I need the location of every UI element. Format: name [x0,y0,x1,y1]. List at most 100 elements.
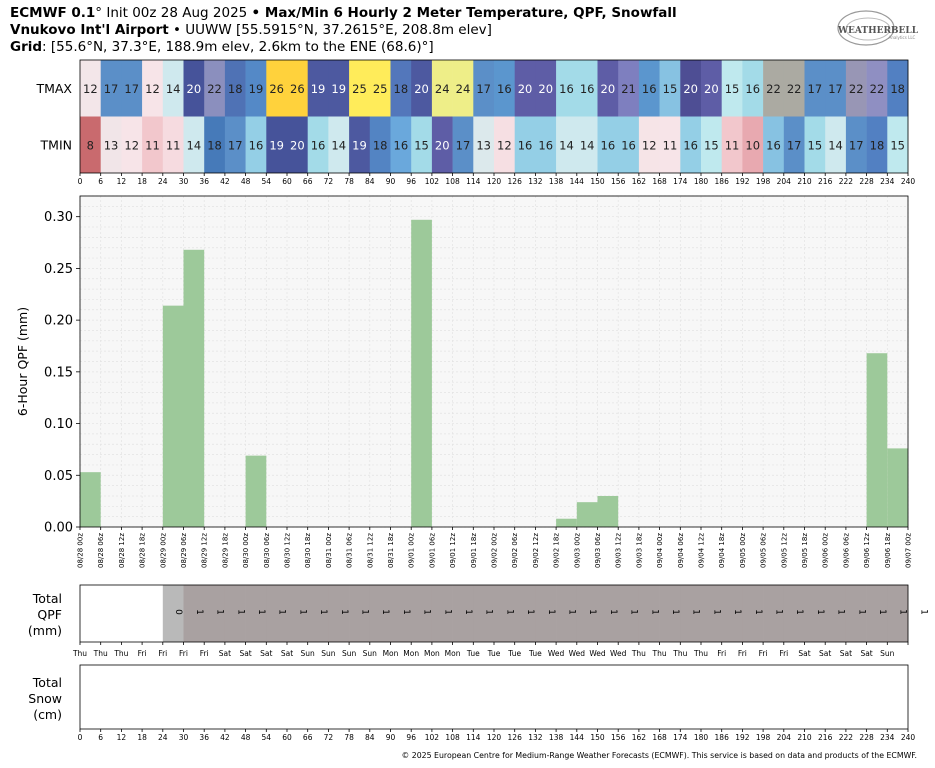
x-tick-label: 168 [652,733,667,742]
y-tick-label: 0.25 [44,262,73,277]
day-label: Fri [738,649,747,658]
total-qpf-cell [204,585,226,642]
heatmap-value-tmax: 20 [538,82,553,96]
logo-graphic: WEATHERBELL Analytics LLC [837,10,919,46]
total-qpf-value: 1 [836,609,846,615]
grid-label: Grid [10,39,43,55]
heatmap-cell-tmin [287,116,308,173]
x-tick-label: 162 [632,733,647,742]
qpf-bar [556,518,577,527]
x-tick-label: 66 [303,733,313,742]
heatmap-value-tmin: 13 [476,138,491,152]
x-tick-label: 192 [735,177,750,186]
qpf-x-tick-label: 08/29 12z [201,533,209,568]
day-label: Fri [717,649,726,658]
heatmap-cell-tmax [514,60,536,117]
heatmap-value-tmax: 22 [766,82,781,96]
day-label: Thu [652,649,667,658]
station-name: Vnukovo Int'l Airport [10,22,169,38]
x-tick-label: 114 [466,733,481,742]
day-label: Sun [301,649,316,658]
qpf-x-tick-label: 09/04 12z [698,533,706,568]
day-label: Wed [610,649,627,658]
x-tick-label: 174 [673,177,688,186]
x-tick-label: 96 [406,177,416,186]
total-qpf-cell [473,585,495,642]
total-qpf-value: 1 [649,609,659,615]
x-tick-label: 162 [632,177,647,186]
day-label: Fri [779,649,788,658]
heatmap-cell-tmin [701,116,722,173]
qpf-x-tick-label: 09/06 00z [822,533,830,568]
heatmap-cell-tmin [80,116,101,173]
heatmap-cell-tmax [887,60,909,117]
x-tick-label: 12 [117,177,127,186]
total-qpf-cell [494,585,515,642]
heatmap-cell-tmin [452,116,474,173]
x-tick-label: 198 [756,177,771,186]
total-qpf-cell [514,585,536,642]
heatmap-value-tmax: 20 [704,82,719,96]
heatmap-value-tmin: 14 [828,138,843,152]
x-tick-label: 210 [797,733,812,742]
x-tick-label: 96 [406,733,416,742]
heatmap-cell-tmin [680,116,702,173]
y-tick-label: 0.00 [44,521,73,536]
heatmap-cell-tmin [183,116,205,173]
x-tick-label: 186 [715,177,730,186]
x-tick-label: 222 [839,733,854,742]
total-qpf-cell [287,585,308,642]
total-qpf-value: 1 [794,609,804,615]
qpf-x-tick-label: 08/31 12z [366,533,374,568]
x-tick-label: 240 [901,733,916,742]
total-qpf-cell [742,585,764,642]
copyright-footer: © 2025 European Centre for Medium-Range … [401,751,917,760]
heatmap-value-tmax: 16 [580,82,595,96]
degree-sign: ° [95,5,103,21]
heatmap-cell-tmax [452,60,474,117]
qpf-x-tick-label: 09/05 18z [801,533,809,568]
total-qpf-cell [411,585,433,642]
heatmap-value-tmax: 17 [808,82,823,96]
total-qpf-label: Total [32,591,62,606]
heatmap-cell-tmax [369,60,391,117]
x-tick-label: 192 [735,733,750,742]
heatmap-cell-tmin [390,116,412,173]
day-label: Mon [383,649,399,658]
heatmap-value-tmax: 22 [870,82,885,96]
heatmap-cell-tmax [866,60,888,117]
heatmap-value-tmin: 16 [683,138,698,152]
heatmap-cell-tmax [245,60,267,117]
x-tick-label: 18 [137,733,147,742]
heatmap-cell-tmax [266,60,288,117]
day-label: Tue [528,649,542,658]
heatmap-cell-tmax [121,60,143,117]
total-qpf-cell [349,585,371,642]
day-label: Tue [507,649,521,658]
qpf-bar [80,472,101,527]
x-tick-label: 60 [282,177,292,186]
heatmap-value-tmax: 18 [228,82,243,96]
heatmap-value-tmax: 25 [352,82,367,96]
heatmap-value-tmin: 16 [311,138,326,152]
x-tick-label: 144 [570,733,585,742]
heatmap-value-tmin: 17 [849,138,864,152]
heatmap-cell-tmax [638,60,660,117]
total-qpf-cell [390,585,412,642]
heatmap-value-tmin: 20 [435,138,450,152]
total-qpf-value: 1 [277,609,287,615]
total-qpf-cell [224,585,246,642]
heatmap-cell-tmax [721,60,743,117]
heatmap-value-tmin: 16 [621,138,636,152]
heatmap-cell-tmax [804,60,826,117]
qpf-bar [576,502,598,527]
heatmap-cell-tmin [866,116,888,173]
heatmap-value-tmax: 16 [642,82,657,96]
x-tick-label: 108 [445,177,460,186]
x-tick-label: 126 [508,733,523,742]
heatmap-value-tmax: 22 [849,82,864,96]
x-tick-label: 180 [694,733,709,742]
total-qpf-value: 1 [525,609,535,615]
x-tick-label: 36 [199,177,209,186]
day-label: Fri [179,649,188,658]
